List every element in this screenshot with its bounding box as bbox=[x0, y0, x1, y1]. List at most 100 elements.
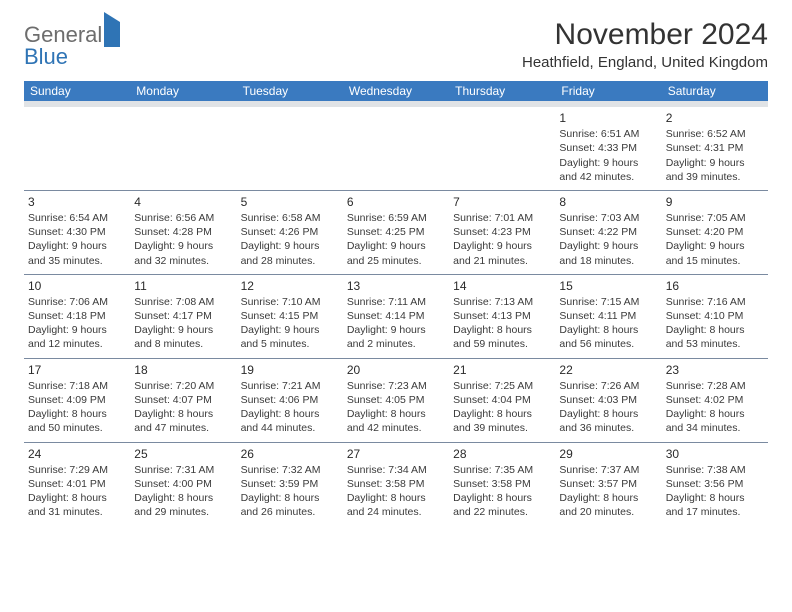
day-info-line: Sunset: 4:00 PM bbox=[134, 477, 232, 491]
day-info-line: Sunrise: 7:29 AM bbox=[28, 463, 126, 477]
day-number: 2 bbox=[666, 110, 764, 126]
day-header: Wednesday bbox=[343, 81, 449, 101]
logo-text: General Blue bbox=[24, 24, 120, 68]
day-info-line: Sunset: 4:14 PM bbox=[347, 309, 445, 323]
day-info-line: Sunset: 4:23 PM bbox=[453, 225, 551, 239]
day-info-line: Sunrise: 7:06 AM bbox=[28, 295, 126, 309]
day-info-line: Sunrise: 7:08 AM bbox=[134, 295, 232, 309]
day-info-line: Daylight: 9 hours and 39 minutes. bbox=[666, 156, 764, 184]
day-cell: 5Sunrise: 6:58 AMSunset: 4:26 PMDaylight… bbox=[237, 191, 343, 274]
day-info-line: Sunrise: 7:13 AM bbox=[453, 295, 551, 309]
day-number: 19 bbox=[241, 362, 339, 378]
day-info-line: Daylight: 9 hours and 21 minutes. bbox=[453, 239, 551, 267]
day-info-line: Daylight: 9 hours and 28 minutes. bbox=[241, 239, 339, 267]
day-info-line: Sunrise: 7:35 AM bbox=[453, 463, 551, 477]
day-info-line: Daylight: 8 hours and 39 minutes. bbox=[453, 407, 551, 435]
day-cell: 13Sunrise: 7:11 AMSunset: 4:14 PMDayligh… bbox=[343, 275, 449, 358]
day-info-line: Sunset: 4:22 PM bbox=[559, 225, 657, 239]
day-cell: 3Sunrise: 6:54 AMSunset: 4:30 PMDaylight… bbox=[24, 191, 130, 274]
day-info-line: Sunrise: 7:32 AM bbox=[241, 463, 339, 477]
day-header: Thursday bbox=[449, 81, 555, 101]
day-cell: 12Sunrise: 7:10 AMSunset: 4:15 PMDayligh… bbox=[237, 275, 343, 358]
day-info-line: Daylight: 8 hours and 29 minutes. bbox=[134, 491, 232, 519]
day-info-line: Sunset: 4:01 PM bbox=[28, 477, 126, 491]
day-info-line: Sunset: 4:11 PM bbox=[559, 309, 657, 323]
day-info-line: Sunrise: 6:54 AM bbox=[28, 211, 126, 225]
day-info-line: Sunset: 4:17 PM bbox=[134, 309, 232, 323]
day-number: 13 bbox=[347, 278, 445, 294]
day-number: 10 bbox=[28, 278, 126, 294]
day-info-line: Sunrise: 7:26 AM bbox=[559, 379, 657, 393]
day-info-line: Sunrise: 7:18 AM bbox=[28, 379, 126, 393]
day-info-line: Sunrise: 7:16 AM bbox=[666, 295, 764, 309]
day-info-line: Sunset: 3:59 PM bbox=[241, 477, 339, 491]
day-number: 3 bbox=[28, 194, 126, 210]
day-number: 11 bbox=[134, 278, 232, 294]
day-info-line: Sunset: 4:18 PM bbox=[28, 309, 126, 323]
day-info-line: Daylight: 8 hours and 34 minutes. bbox=[666, 407, 764, 435]
day-cell: 6Sunrise: 6:59 AMSunset: 4:25 PMDaylight… bbox=[343, 191, 449, 274]
day-cell: 23Sunrise: 7:28 AMSunset: 4:02 PMDayligh… bbox=[662, 359, 768, 442]
day-number: 27 bbox=[347, 446, 445, 462]
day-info-line: Daylight: 9 hours and 2 minutes. bbox=[347, 323, 445, 351]
day-cell bbox=[237, 107, 343, 190]
day-info-line: Daylight: 9 hours and 35 minutes. bbox=[28, 239, 126, 267]
day-info-line: Daylight: 9 hours and 5 minutes. bbox=[241, 323, 339, 351]
day-cell: 30Sunrise: 7:38 AMSunset: 3:56 PMDayligh… bbox=[662, 443, 768, 526]
day-info-line: Daylight: 8 hours and 31 minutes. bbox=[28, 491, 126, 519]
day-number: 7 bbox=[453, 194, 551, 210]
day-cell: 11Sunrise: 7:08 AMSunset: 4:17 PMDayligh… bbox=[130, 275, 236, 358]
day-info-line: Daylight: 9 hours and 42 minutes. bbox=[559, 156, 657, 184]
day-cell: 22Sunrise: 7:26 AMSunset: 4:03 PMDayligh… bbox=[555, 359, 661, 442]
day-number: 12 bbox=[241, 278, 339, 294]
day-info-line: Daylight: 8 hours and 42 minutes. bbox=[347, 407, 445, 435]
day-info-line: Sunset: 4:26 PM bbox=[241, 225, 339, 239]
title-block: November 2024 Heathfield, England, Unite… bbox=[522, 18, 768, 71]
day-info-line: Sunrise: 7:37 AM bbox=[559, 463, 657, 477]
day-cell: 19Sunrise: 7:21 AMSunset: 4:06 PMDayligh… bbox=[237, 359, 343, 442]
day-info-line: Sunrise: 7:15 AM bbox=[559, 295, 657, 309]
day-info-line: Sunset: 4:04 PM bbox=[453, 393, 551, 407]
day-info-line: Daylight: 8 hours and 47 minutes. bbox=[134, 407, 232, 435]
day-info-line: Sunset: 4:07 PM bbox=[134, 393, 232, 407]
day-cell bbox=[130, 107, 236, 190]
day-info-line: Sunset: 3:58 PM bbox=[453, 477, 551, 491]
week-row: 17Sunrise: 7:18 AMSunset: 4:09 PMDayligh… bbox=[24, 359, 768, 443]
day-cell: 28Sunrise: 7:35 AMSunset: 3:58 PMDayligh… bbox=[449, 443, 555, 526]
day-number: 18 bbox=[134, 362, 232, 378]
day-number: 25 bbox=[134, 446, 232, 462]
day-cell: 1Sunrise: 6:51 AMSunset: 4:33 PMDaylight… bbox=[555, 107, 661, 190]
day-number: 17 bbox=[28, 362, 126, 378]
day-info-line: Sunrise: 7:25 AM bbox=[453, 379, 551, 393]
day-info-line: Daylight: 8 hours and 59 minutes. bbox=[453, 323, 551, 351]
day-cell: 16Sunrise: 7:16 AMSunset: 4:10 PMDayligh… bbox=[662, 275, 768, 358]
day-info-line: Sunrise: 7:28 AM bbox=[666, 379, 764, 393]
day-info-line: Sunrise: 7:20 AM bbox=[134, 379, 232, 393]
day-info-line: Sunset: 4:02 PM bbox=[666, 393, 764, 407]
day-info-line: Daylight: 8 hours and 44 minutes. bbox=[241, 407, 339, 435]
page-title: November 2024 bbox=[522, 18, 768, 52]
page-subtitle: Heathfield, England, United Kingdom bbox=[522, 54, 768, 71]
day-header: Monday bbox=[130, 81, 236, 101]
day-info-line: Sunrise: 7:03 AM bbox=[559, 211, 657, 225]
day-headers-row: Sunday Monday Tuesday Wednesday Thursday… bbox=[24, 81, 768, 101]
day-header: Saturday bbox=[662, 81, 768, 101]
day-header: Friday bbox=[555, 81, 661, 101]
day-info-line: Sunset: 4:10 PM bbox=[666, 309, 764, 323]
calendar-page: General Blue November 2024 Heathfield, E… bbox=[0, 0, 792, 525]
logo-word-2: Blue bbox=[24, 44, 68, 69]
day-cell: 29Sunrise: 7:37 AMSunset: 3:57 PMDayligh… bbox=[555, 443, 661, 526]
day-info-line: Sunset: 4:13 PM bbox=[453, 309, 551, 323]
day-info-line: Daylight: 8 hours and 56 minutes. bbox=[559, 323, 657, 351]
day-info-line: Daylight: 9 hours and 25 minutes. bbox=[347, 239, 445, 267]
day-info-line: Sunset: 4:06 PM bbox=[241, 393, 339, 407]
day-info-line: Sunrise: 7:31 AM bbox=[134, 463, 232, 477]
calendar: Sunday Monday Tuesday Wednesday Thursday… bbox=[24, 81, 768, 525]
day-cell: 7Sunrise: 7:01 AMSunset: 4:23 PMDaylight… bbox=[449, 191, 555, 274]
day-info-line: Sunrise: 6:58 AM bbox=[241, 211, 339, 225]
day-number: 30 bbox=[666, 446, 764, 462]
day-info-line: Daylight: 8 hours and 20 minutes. bbox=[559, 491, 657, 519]
day-info-line: Sunset: 4:03 PM bbox=[559, 393, 657, 407]
week-row: 3Sunrise: 6:54 AMSunset: 4:30 PMDaylight… bbox=[24, 191, 768, 275]
day-info-line: Daylight: 8 hours and 53 minutes. bbox=[666, 323, 764, 351]
